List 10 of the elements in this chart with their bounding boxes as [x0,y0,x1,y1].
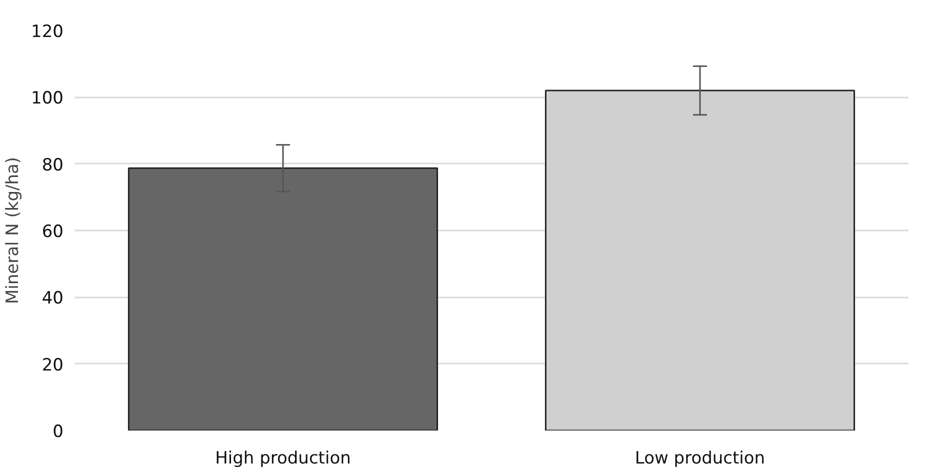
y-tick-label: 20 [42,355,64,376]
y-tick-label: 120 [31,22,64,42]
x-tick-label: High production [215,448,351,468]
y-tick-label: 60 [42,222,64,242]
y-tick-label: 0 [52,422,64,442]
y-tick-label: 40 [42,288,64,309]
x-tick-label: Low production [634,448,766,468]
y-tick-label: 80 [42,155,64,176]
y-tick-label: 100 [31,88,64,109]
y-axis-title: Mineral N (kg/ha) [3,156,24,304]
